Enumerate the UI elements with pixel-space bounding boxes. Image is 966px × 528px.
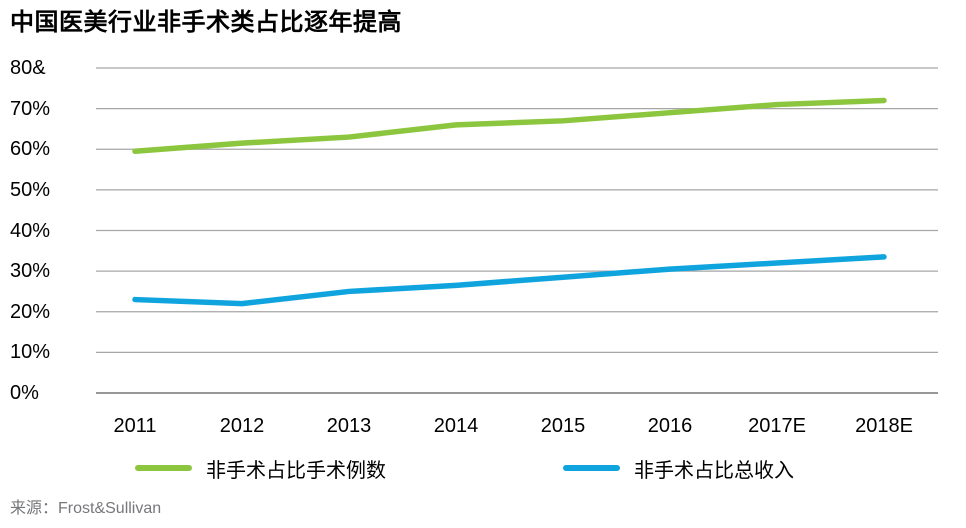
y-axis-label: 0% [10,382,39,404]
y-axis-label: 80& [10,57,46,79]
x-axis-label: 2011 [113,415,157,437]
y-axis-label: 60% [10,138,51,161]
x-axis-label: 2017E [748,415,806,437]
legend-swatch-blue-line [563,465,620,471]
legend-label-nonsurgical-revenue: 非手术占比总收入 [634,459,794,482]
y-axis-label: 50% [10,178,51,201]
y-axis-label: 10% [10,341,51,364]
line-chart-svg [96,67,938,394]
series-line-1 [132,254,887,307]
x-axis-label: 2014 [433,415,479,437]
chart-title: 中国医美行业非手术类占比逐年提高 [10,9,402,36]
y-axis-label: 20% [10,300,51,323]
y-axis-label: 40% [10,219,51,242]
x-axis-label: 2018E [855,415,913,437]
legend-item-nonsurgical-cases: 非手术占比手术例数 [135,455,386,482]
legend-item-nonsurgical-revenue: 非手术占比总收入 [563,455,794,482]
x-axis-label: 2013 [326,415,372,437]
series-line-0 [132,97,887,155]
source-attribution: 来源：Frost&Sullivan [10,500,162,517]
y-axis-label: 30% [10,260,51,283]
x-axis-label: 2016 [647,415,693,437]
x-axis-label: 2015 [540,415,586,437]
legend-swatch-green-line [135,465,192,471]
x-axis-label: 2012 [219,415,265,437]
legend-label-nonsurgical-cases: 非手术占比手术例数 [206,459,386,482]
y-axis-label: 70% [10,97,51,120]
